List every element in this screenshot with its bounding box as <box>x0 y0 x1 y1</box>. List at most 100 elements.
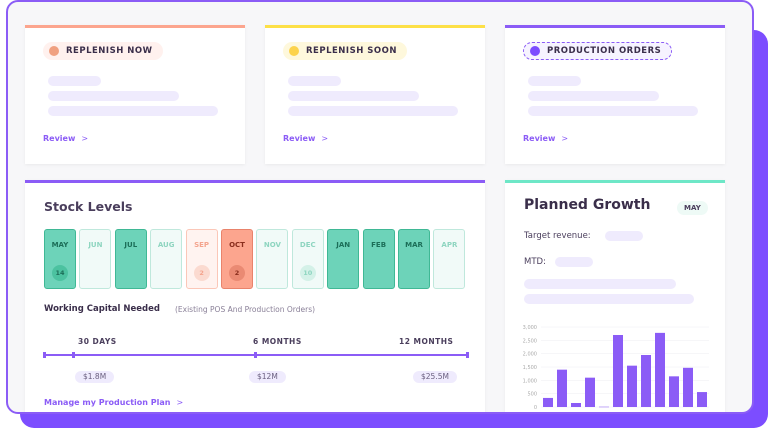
month-count-badge: 2 <box>229 265 245 281</box>
chevron-right-icon: > <box>321 134 329 143</box>
revenue-bar-chart: 0 500 1,000 1,500 2,000 2,500 3,000 <box>523 325 709 411</box>
bar <box>585 377 595 407</box>
target-revenue-label: Target revenue: <box>524 231 591 241</box>
text-placeholder <box>524 279 676 289</box>
text-placeholder <box>48 76 101 86</box>
status-card: REPLENISH SOON Review > <box>265 25 485 164</box>
bar <box>543 397 553 407</box>
status-dot-icon <box>289 46 299 56</box>
month-badge: MAY <box>677 201 708 215</box>
status-pill: REPLENISH NOW <box>43 42 163 60</box>
planned-growth-title: Planned Growth <box>524 197 651 213</box>
month-tile-aug[interactable]: AUG <box>150 229 183 289</box>
review-label: Review <box>43 134 76 143</box>
text-placeholder <box>288 106 458 116</box>
capital-subtitle: (Existing POS And Production Orders) <box>175 305 316 314</box>
review-link[interactable]: Review > <box>523 134 568 144</box>
bar <box>557 369 567 407</box>
timeline-amount: $25.5M <box>413 371 457 383</box>
timeline-tick <box>466 352 469 358</box>
text-placeholder <box>528 76 581 86</box>
y-tick-label: 2,000 <box>523 352 537 358</box>
bar <box>613 335 623 407</box>
month-label: MAR <box>405 241 423 249</box>
bar <box>599 406 609 408</box>
chevron-right-icon: > <box>561 134 569 143</box>
bar <box>571 403 581 407</box>
status-label: REPLENISH NOW <box>66 46 153 56</box>
bar <box>683 367 693 407</box>
month-label: JUL <box>124 241 138 249</box>
chevron-right-icon: > <box>81 134 89 143</box>
bar <box>669 376 679 407</box>
status-pill: PRODUCTION ORDERS <box>523 42 673 60</box>
y-tick-label: 1,500 <box>523 365 537 371</box>
timeline-amount: $1.8M <box>75 371 115 383</box>
timeline-label: 6 MONTHS <box>253 337 302 346</box>
text-placeholder <box>528 106 698 116</box>
capital-title: Working Capital Needed <box>44 304 160 314</box>
mtd-label: MTD: <box>524 257 546 267</box>
text-placeholder <box>288 91 419 101</box>
month-label: FEB <box>371 241 387 249</box>
review-label: Review <box>523 134 556 143</box>
status-dot-icon <box>530 46 540 56</box>
text-placeholder <box>48 91 179 101</box>
stock-levels-card: Stock Levels MAY 14 JUN JUL AUG SEP 2 OCT 2 NOV DE… <box>25 180 485 412</box>
y-tick-label: 3,000 <box>523 325 537 331</box>
planned-growth-card: Planned Growth MAY Target revenue: MTD: … <box>505 180 725 412</box>
y-tick-label: 0 <box>534 405 537 411</box>
month-tile-nov[interactable]: NOV <box>256 229 289 289</box>
month-label: JAN <box>336 241 351 249</box>
timeline-label: 30 DAYS <box>78 337 117 346</box>
manage-link-label: Manage my Production Plan <box>44 398 171 407</box>
timeline-tick <box>254 352 257 358</box>
y-tick-label: 2,500 <box>523 338 537 344</box>
stock-levels-title: Stock Levels <box>44 199 133 214</box>
bar <box>627 365 637 407</box>
month-tile-jan[interactable]: JAN <box>327 229 360 289</box>
month-tile-mar[interactable]: MAR <box>398 229 430 289</box>
chevron-right-icon: > <box>176 398 184 407</box>
bar <box>655 332 665 407</box>
text-placeholder <box>524 294 694 304</box>
status-card: REPLENISH NOW Review > <box>25 25 245 164</box>
bar <box>641 355 651 407</box>
month-label: OCT <box>229 241 245 249</box>
month-count-badge: 10 <box>299 265 316 281</box>
month-label: MAY <box>51 241 69 249</box>
mtd-placeholder <box>555 257 593 267</box>
month-label: SEP <box>194 241 210 249</box>
manage-production-plan-link[interactable]: Manage my Production Plan > <box>44 398 183 408</box>
review-link[interactable]: Review > <box>43 134 88 144</box>
review-label: Review <box>283 134 316 143</box>
status-dot-icon <box>49 46 59 56</box>
timeline-tick <box>72 352 75 358</box>
y-tick-label: 500 <box>527 392 537 398</box>
month-label: AUG <box>157 241 175 249</box>
month-count-badge: 14 <box>52 265 68 281</box>
bar <box>697 392 707 407</box>
target-revenue-placeholder <box>605 231 643 241</box>
y-tick-label: 1,000 <box>523 378 537 384</box>
status-card: PRODUCTION ORDERS Review > <box>505 25 725 164</box>
timeline-tick <box>43 352 46 358</box>
month-label: DEC <box>299 241 316 249</box>
month-label: JUN <box>88 241 103 249</box>
status-pill: REPLENISH SOON <box>283 42 407 60</box>
text-placeholder <box>528 91 659 101</box>
month-tile-jul[interactable]: JUL <box>114 229 147 289</box>
month-tile-apr[interactable]: APR <box>433 229 466 289</box>
status-label: PRODUCTION ORDERS <box>547 46 662 56</box>
timeline-amount: $12M <box>249 371 286 383</box>
month-tile-oct[interactable]: OCT <box>221 229 253 289</box>
dashboard: REPLENISH NOW Review > REPLENISH SOON Review… <box>6 0 754 414</box>
review-link[interactable]: Review > <box>283 134 328 144</box>
status-label: REPLENISH SOON <box>306 46 397 56</box>
month-label: APR <box>441 241 458 249</box>
text-placeholder <box>288 76 341 86</box>
month-tile-feb[interactable]: FEB <box>362 229 395 289</box>
timeline-label: 12 MONTHS <box>399 337 454 346</box>
month-tile-jun[interactable]: JUN <box>79 229 112 289</box>
text-placeholder <box>48 106 218 116</box>
